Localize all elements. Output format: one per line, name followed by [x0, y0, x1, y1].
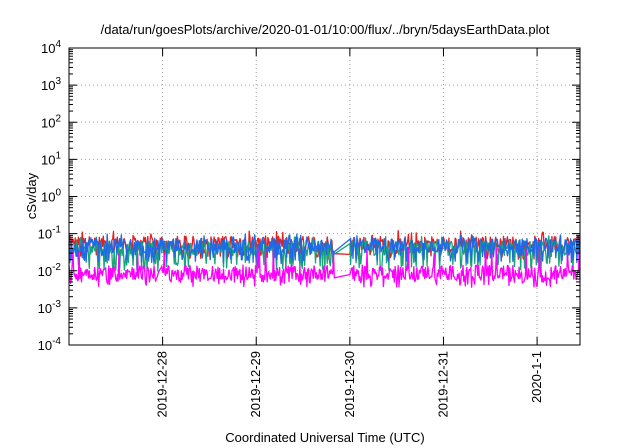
series-line-4: [68, 246, 581, 288]
plot-frame: [68, 47, 581, 346]
series-line-3: [68, 233, 581, 264]
y-tick-label: 100: [41, 188, 61, 205]
x-tick-label: 2020-1-1: [529, 351, 544, 403]
axis-ticks: 10-4 10-3 10-2 10-1 100 101 102 103 104 2019-12-2…: [38, 39, 580, 418]
y-tick-label: 10-3: [38, 299, 62, 316]
y-axis-label: cSv/day: [24, 172, 39, 219]
series-layer: [68, 230, 581, 288]
y-tick-label: 103: [41, 76, 61, 93]
y-tick-label: 104: [41, 39, 61, 56]
grid-lines: [69, 48, 580, 345]
x-axis-label: Coordinated Universal Time (UTC): [225, 430, 424, 445]
chart-title: /data/run/goesPlots/archive/2020-01-01/1…: [101, 22, 550, 37]
x-tick-label: 2019-12-28: [155, 351, 170, 418]
x-tick-label: 2019-12-29: [248, 351, 263, 418]
y-tick-label: 10-1: [38, 225, 62, 242]
y-tick-label: 102: [41, 113, 61, 130]
x-tick-label: 2019-12-30: [342, 351, 357, 418]
y-tick-label: 10-2: [38, 262, 62, 279]
y-tick-label: 101: [41, 150, 61, 167]
y-tick-label: 10-4: [38, 336, 62, 353]
x-tick-label: 2019-12-31: [435, 351, 450, 418]
